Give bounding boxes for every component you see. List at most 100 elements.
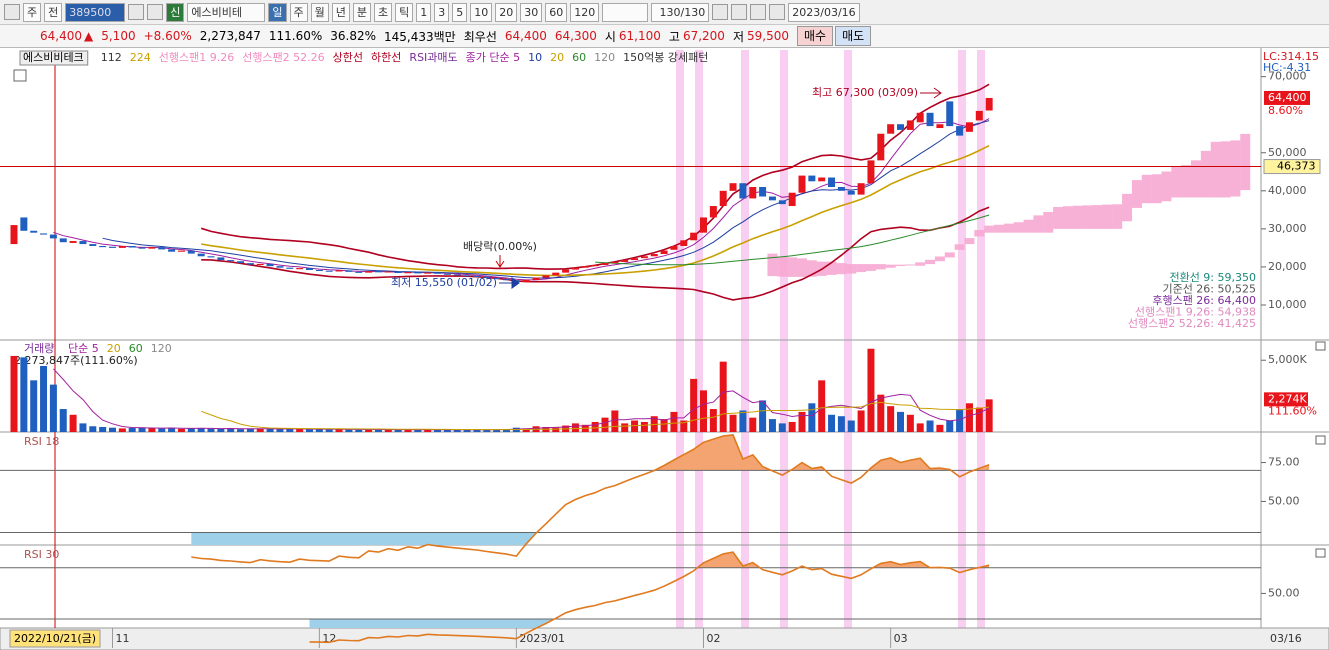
candle [719,190,727,207]
candle [483,276,491,278]
close-icon[interactable] [1315,548,1326,558]
volume-bar [187,428,195,432]
interval-button[interactable]: 60 [545,2,568,22]
volume-bar [355,429,363,432]
close-icon[interactable] [1315,341,1326,351]
annotation-arrow [495,255,505,268]
interval-button[interactable]: 30 [520,2,543,22]
volume-bar [177,428,185,432]
legend-item: 선행스팬1 9.26 [159,51,234,64]
icon[interactable] [4,4,20,20]
volume: 2,273,847 [199,29,261,43]
period-button[interactable]: 틱 [395,2,414,22]
cloud [846,264,857,274]
volume-bar [906,414,914,432]
dropdown[interactable] [602,2,649,22]
volume-bar [956,409,964,432]
stock-name[interactable]: 에스비비테 [187,2,266,22]
cloud [1023,219,1034,233]
date-field[interactable]: 2023/03/16 [788,2,860,22]
volume-average [53,368,990,431]
candle [463,275,471,277]
candle [837,187,845,191]
volume-bar [729,414,737,432]
volume-bar [118,428,126,432]
tool-icon[interactable] [712,4,729,20]
count-field[interactable]: 130/130 [651,2,710,22]
legend-item: 112 [101,51,122,64]
signal-band [780,50,788,628]
cloud [1013,222,1024,233]
candle [109,246,116,248]
volume-bar [818,380,826,432]
cloud [925,259,936,265]
panel-title: 거래량 [24,342,54,355]
cloud [767,253,778,277]
period-button[interactable]: 주 [289,2,308,22]
save-icon[interactable] [750,4,767,20]
volume-bar [946,420,954,432]
title-box [19,50,89,66]
search-icon[interactable] [128,4,145,20]
volume-bar [631,420,639,432]
volume-bar [315,429,323,432]
last-volume-rate: 111.60% [1268,404,1317,417]
market-button[interactable]: 주 [23,2,42,22]
cloud [964,238,975,245]
period-button[interactable]: 월 [310,2,329,22]
candle [690,232,698,241]
candle [818,177,826,182]
tool-icon[interactable] [731,4,748,20]
volume-bar [20,357,28,432]
volume-bar [266,428,274,432]
price: 64,400 [40,29,82,43]
buy-button[interactable]: 매수 [797,26,834,46]
cloud [1171,166,1182,198]
stock-code[interactable]: 389500 [65,2,126,22]
volume-bar [847,420,855,432]
interval-button[interactable]: 1 [416,2,432,22]
candle [601,263,609,266]
interval-button[interactable]: 10 [470,2,493,22]
volume-bar [985,399,993,432]
interval-button[interactable]: 3 [434,2,450,22]
sell-button[interactable]: 매도 [835,26,872,46]
cloud [1240,133,1251,191]
period-button[interactable]: 초 [374,2,393,22]
volume-bar [256,428,264,432]
candle [443,273,451,275]
period-button[interactable]: 일 [268,2,287,22]
interval-button[interactable]: 5 [452,2,468,22]
period-button[interactable]: 년 [331,2,350,22]
candle [197,253,205,257]
volume-bar [207,428,215,432]
volume-bar [227,428,235,432]
close-icon[interactable] [1315,435,1326,445]
volume-bar [828,414,836,432]
volume-bar [69,414,77,432]
candle [985,97,993,111]
volume-bar [503,429,510,432]
cloud [1230,140,1241,197]
interval-button[interactable]: 120 [570,2,600,22]
candle [798,175,806,193]
cloud [1043,211,1054,233]
volume-bar [404,429,412,432]
market-button[interactable]: 전 [44,2,63,22]
candle [906,120,914,130]
interval-button[interactable]: 20 [495,2,518,22]
candle [522,279,530,283]
sound-icon[interactable] [147,4,164,20]
period-button[interactable]: 분 [352,2,371,22]
volume-bar [739,410,747,432]
settings-icon[interactable] [769,4,786,20]
ref-label: 46,373 [1277,160,1316,173]
new-badge[interactable]: 신 [166,2,185,22]
low-label: 저 [732,29,744,44]
legend-item: 60 [129,342,143,355]
indicator-value: 선행스팬1 9,26: 54,938 [1135,306,1256,319]
grid-icon[interactable] [13,69,27,82]
volume-bar [463,429,471,432]
bollinger-lower [201,206,990,301]
